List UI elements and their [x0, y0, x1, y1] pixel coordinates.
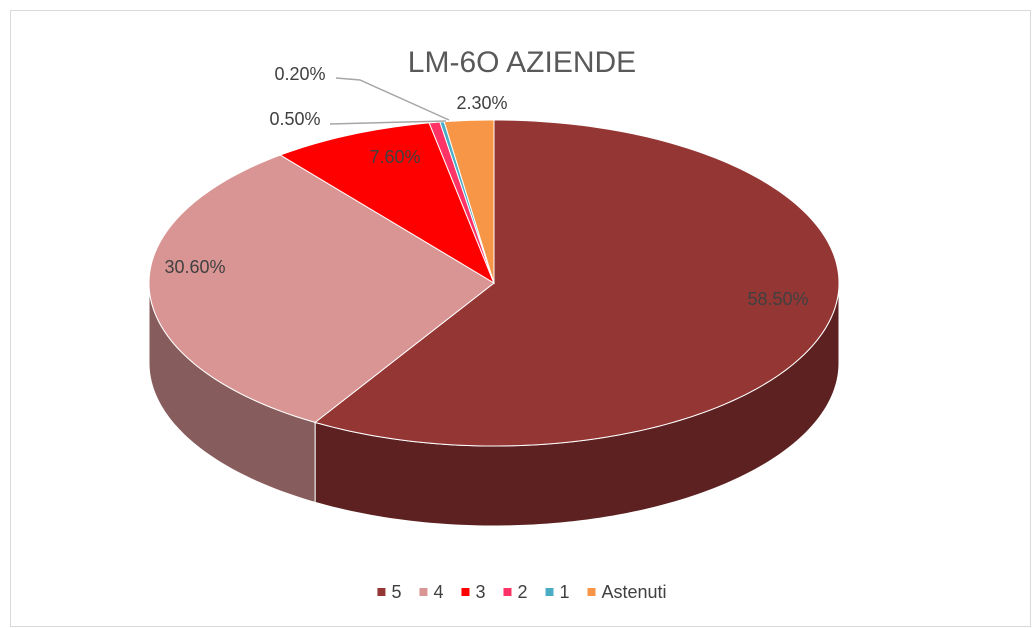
leader-line — [335, 77, 450, 121]
legend-swatch — [545, 588, 554, 596]
legend-swatch — [587, 588, 596, 596]
legend-label: Astenuti — [602, 582, 667, 602]
data-label: 2.30% — [456, 93, 507, 113]
data-label: 30.60% — [164, 257, 225, 277]
legend-swatch — [503, 588, 512, 596]
legend: 5 4 3 2 1 Astenuti — [377, 582, 667, 602]
slice — [314, 119, 840, 447]
data-label: 0.50% — [269, 109, 320, 129]
legend-label: 4 — [433, 582, 443, 602]
data-label: 7.60% — [369, 147, 420, 167]
chart-title: LM-6O AZIENDE — [408, 46, 636, 79]
slice — [279, 122, 496, 285]
legend-swatch — [419, 588, 428, 596]
leader-line — [329, 120, 447, 125]
legend-label: 2 — [517, 582, 527, 602]
slice — [148, 154, 495, 423]
legend-swatch — [461, 588, 470, 596]
data-label: 0.20% — [274, 64, 325, 84]
slice — [443, 119, 495, 284]
legend-label: 3 — [475, 582, 485, 602]
data-label: 58.50% — [747, 289, 808, 309]
legend-label: 1 — [560, 582, 570, 602]
legend-swatch — [377, 588, 386, 596]
legend-label: 5 — [391, 582, 401, 602]
